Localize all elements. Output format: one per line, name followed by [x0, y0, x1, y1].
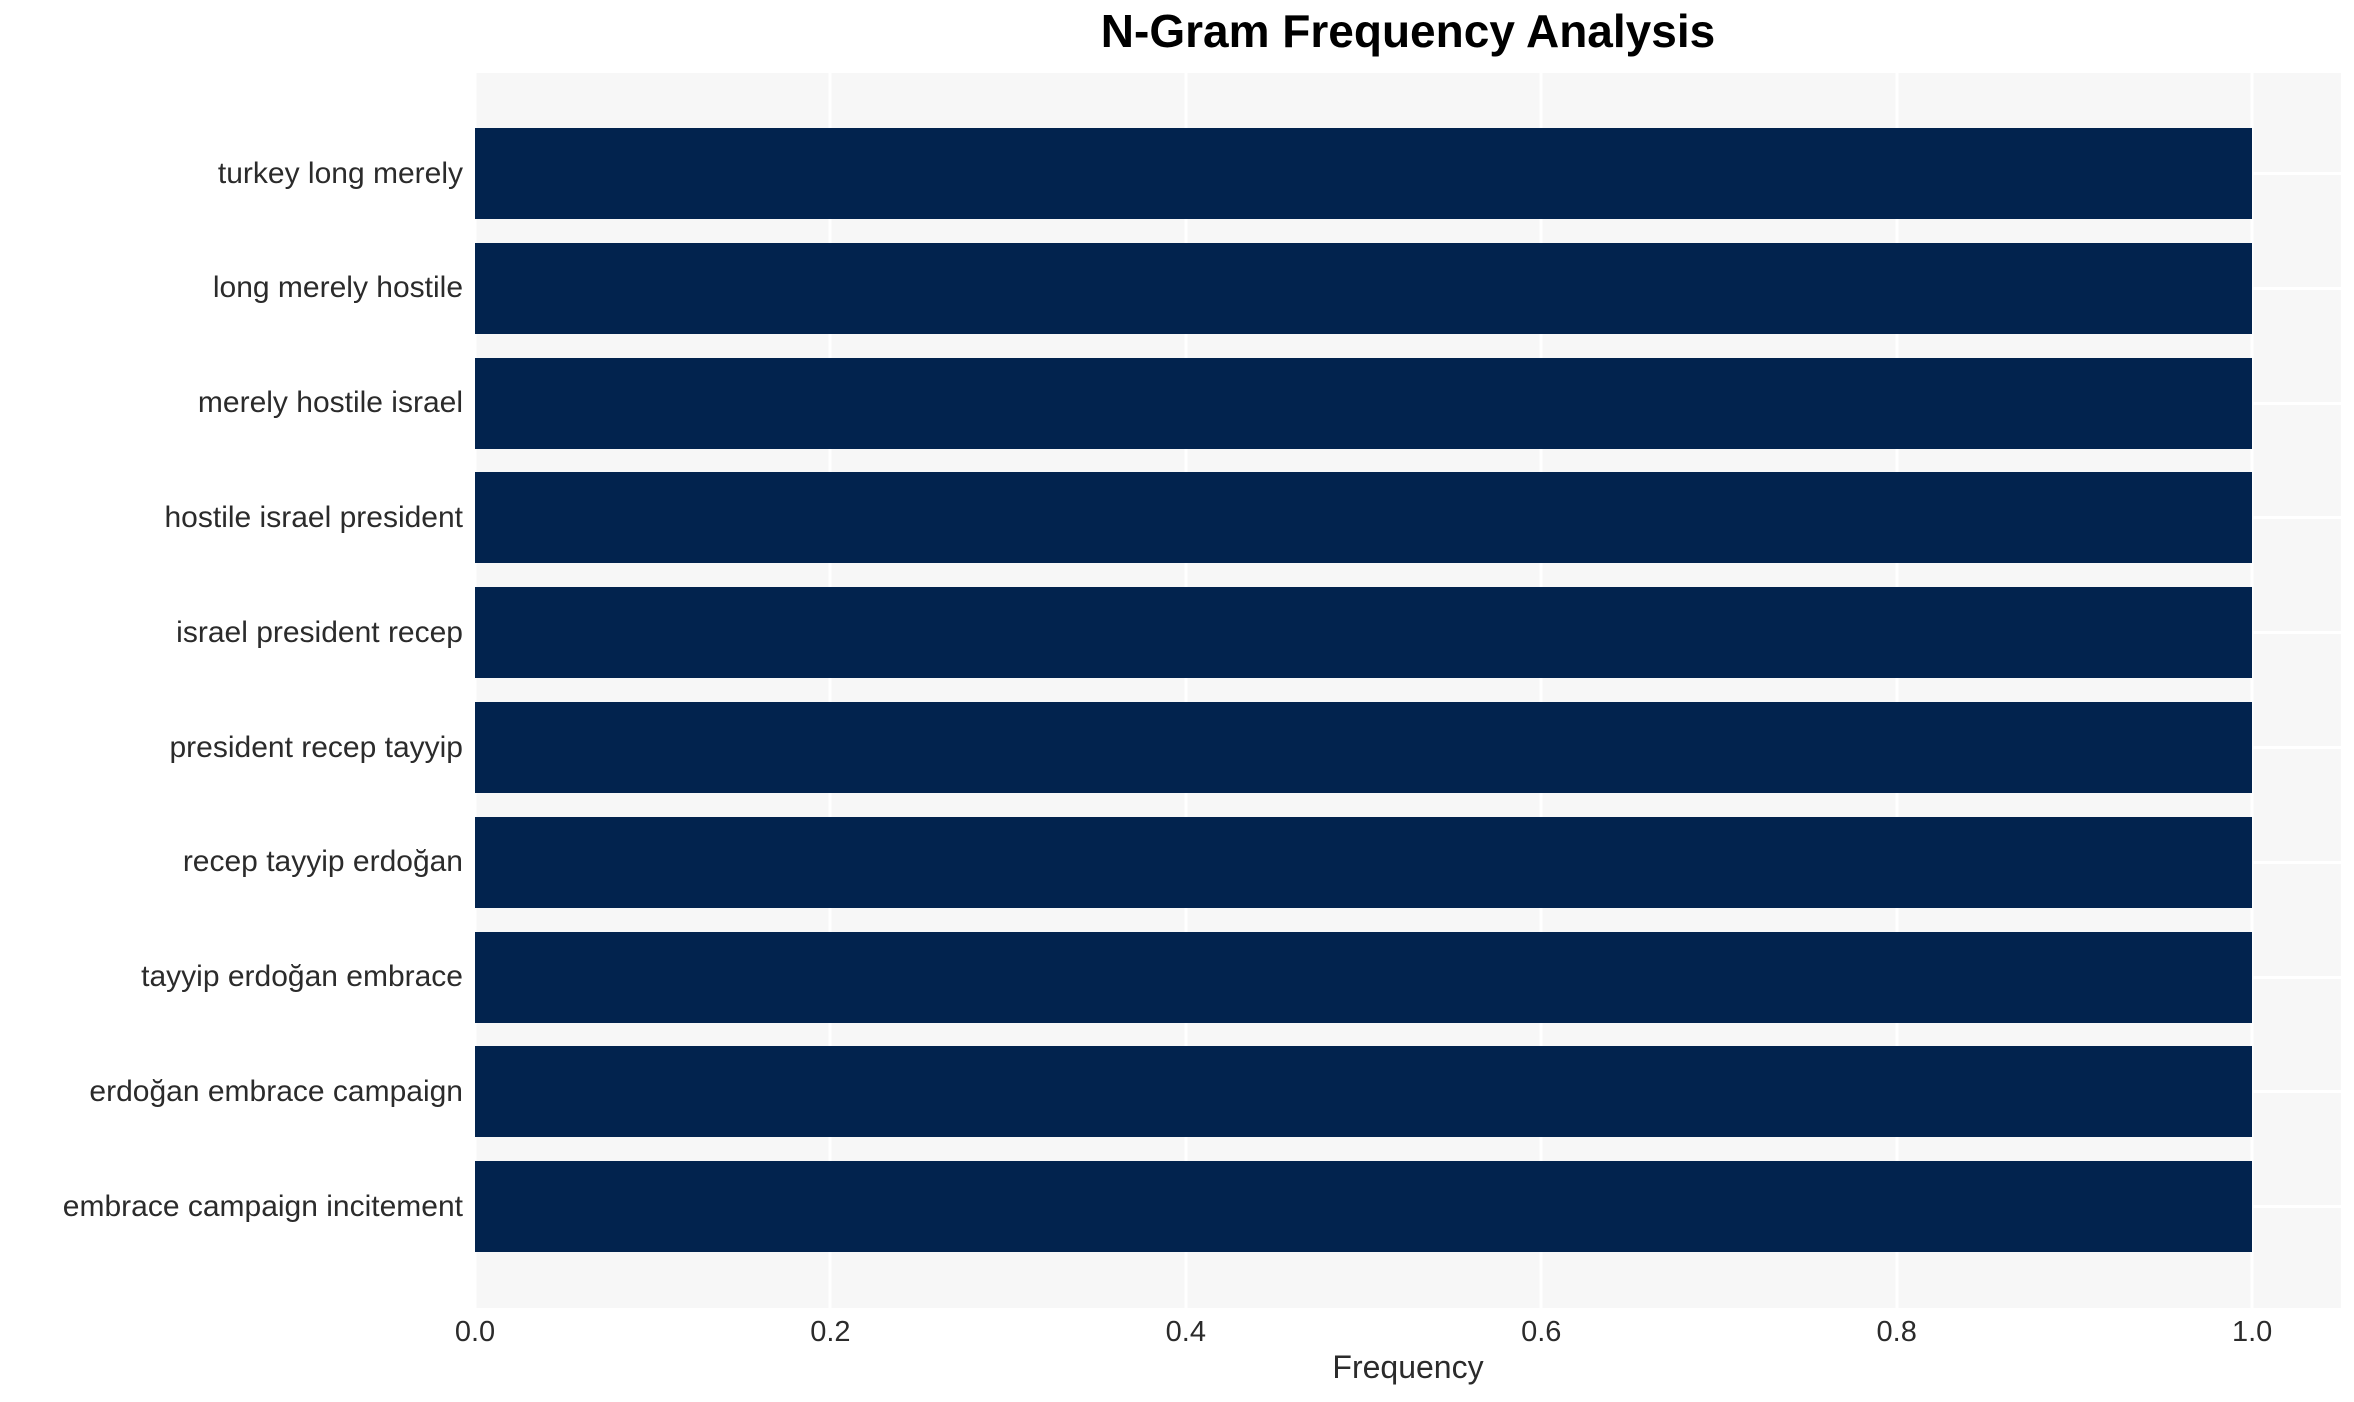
y-tick-label: hostile israel president [164, 500, 464, 534]
y-axis-tick-labels: turkey long merely long merely hostile mer… [0, 73, 463, 1308]
gridline-vertical [1184, 73, 1188, 1308]
x-axis-label: Frequency [1332, 1349, 1484, 1385]
y-tick-label: embrace campaign incitement [62, 1189, 463, 1223]
bar-president-recep-tayyip [475, 702, 2253, 793]
y-tick-label: merely hostile israel [197, 386, 463, 420]
bar-merely-hostile-israel [475, 357, 2253, 449]
plot-area [475, 73, 2341, 1308]
x-tick-label: 1.0 [2231, 1316, 2273, 1348]
y-tick-label: long merely hostile [212, 271, 463, 305]
bar-hostile-israel-president [475, 472, 2253, 564]
bar-erdoğan-embrace-campaign [475, 1046, 2253, 1138]
x-tick-label: 0.6 [1521, 1316, 1562, 1348]
gridline-vertical [828, 73, 832, 1308]
bar-israel-president-recep [475, 587, 2253, 679]
gridline-vertical [1539, 73, 1543, 1308]
bar-tayyip-erdoğan-embrace [475, 931, 2253, 1023]
x-tick-label: 0.4 [1165, 1316, 1206, 1348]
y-tick-label: president recep tayyip [169, 730, 464, 764]
x-tick-label: 0.0 [454, 1316, 496, 1348]
x-tick-label: 0.8 [1876, 1316, 1917, 1348]
gridline-vertical [475, 73, 477, 1308]
y-tick-label: erdoğan embrace campaign [89, 1074, 463, 1108]
y-tick-label: turkey long merely [217, 156, 463, 190]
y-tick-label: tayyip erdoğan embrace [141, 960, 463, 994]
gridline-vertical [1895, 73, 1899, 1308]
x-axis-tick-labels: 0.0 0.2 0.4 0.6 0.8 1.0 [0, 1315, 2354, 1349]
bar-turkey-long-merely [475, 128, 2253, 219]
bar-recep-tayyip-erdoğan [475, 816, 2253, 908]
gridline-vertical [2250, 73, 2254, 1308]
y-tick-label: israel president recep [176, 615, 463, 649]
x-tick-label: 0.2 [810, 1316, 851, 1348]
chart-title: N-Gram Frequency Analysis [1100, 5, 1716, 57]
bar-embrace-campaign-incitement [475, 1161, 2253, 1253]
y-tick-label: recep tayyip erdoğan [182, 845, 463, 879]
bar-long-merely-hostile [475, 242, 2253, 334]
